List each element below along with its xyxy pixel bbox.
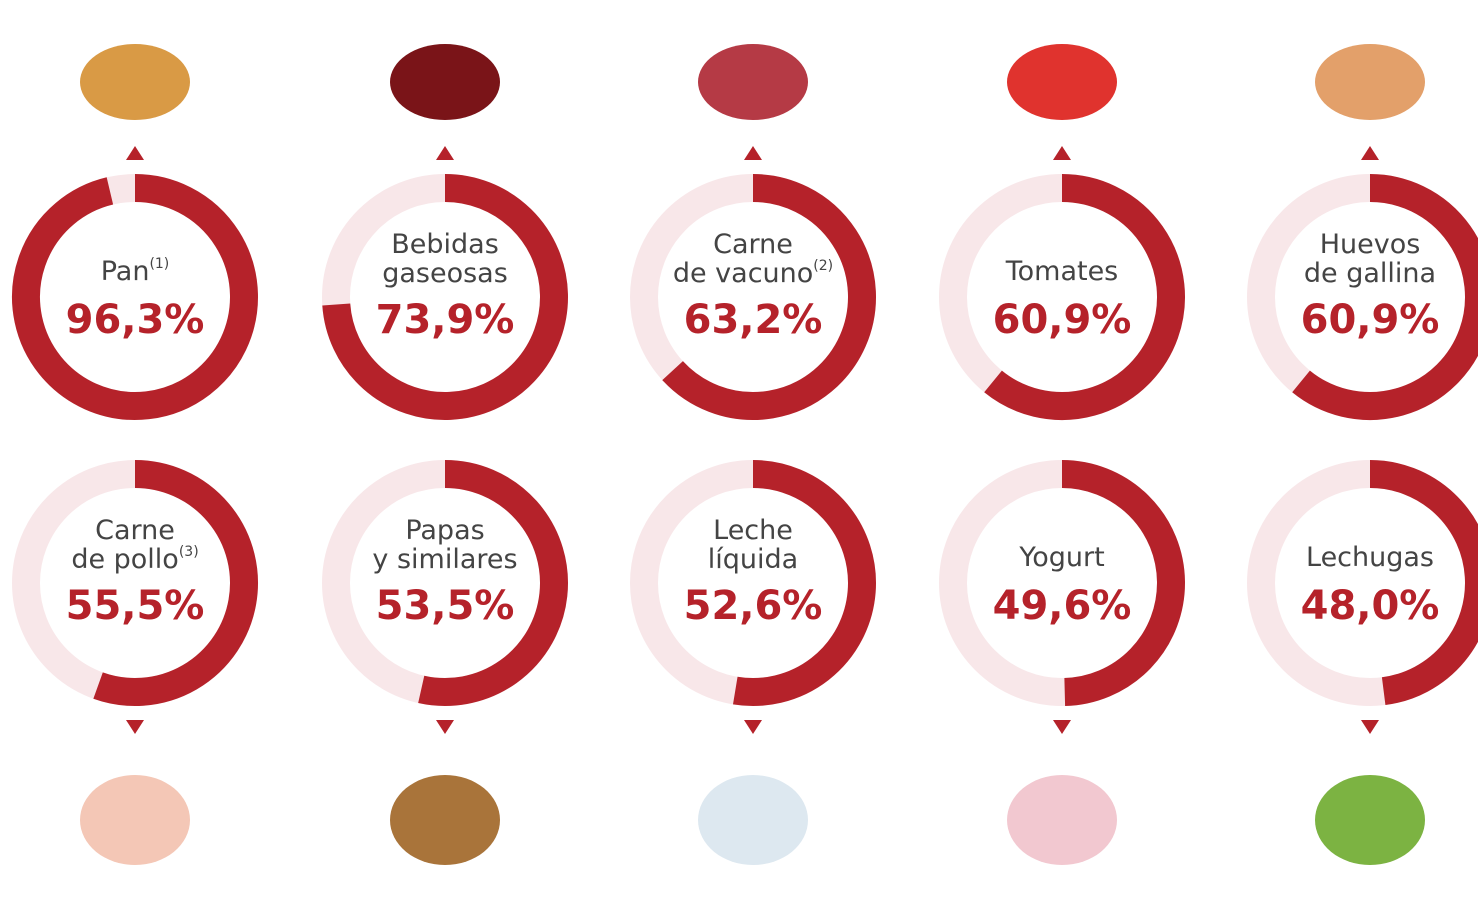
- footnote-mark: (1): [149, 256, 169, 272]
- donut-chart: Tomates 60,9%: [953, 44, 1171, 406]
- value-label: 73,9%: [376, 297, 515, 343]
- donut-label: de pollo(3): [71, 544, 198, 575]
- food-icon: [1315, 775, 1425, 865]
- value-label: 55,5%: [66, 583, 205, 629]
- label-line: Leche: [713, 515, 793, 546]
- label-line: Pan: [101, 256, 150, 287]
- donut-chart: Pan(1) 96,3%: [26, 44, 244, 406]
- food-icon: [698, 44, 808, 120]
- donut-label: Lechugas: [1306, 542, 1434, 573]
- value-label: 48,0%: [1301, 583, 1440, 629]
- value-label: 63,2%: [684, 297, 823, 343]
- pointer: [744, 720, 762, 734]
- food-icon: [80, 775, 190, 865]
- food-icon: [390, 44, 500, 120]
- label-line: líquida: [708, 544, 798, 575]
- donut-label: Tomates: [1005, 256, 1119, 287]
- donut-label: de gallina: [1304, 258, 1436, 289]
- donut-label: y similares: [372, 544, 517, 575]
- label-line: Papas: [405, 515, 484, 546]
- value-label: 60,9%: [1301, 297, 1440, 343]
- food-icon: [698, 775, 808, 865]
- label-line: Lechugas: [1306, 542, 1434, 573]
- donut-label: Pan(1): [101, 256, 170, 287]
- donut-label: Bebidas: [391, 229, 499, 260]
- label-line: Huevos: [1320, 229, 1421, 260]
- value-label: 96,3%: [66, 297, 205, 343]
- label-line: Yogurt: [1018, 542, 1104, 573]
- label-line: Tomates: [1005, 256, 1119, 287]
- donut-label: de vacuno(2): [673, 258, 833, 289]
- donut-label: líquida: [708, 544, 798, 575]
- donut-chart: Lechugas 48,0%: [1261, 474, 1478, 865]
- pointer: [126, 720, 144, 734]
- food-icon: [390, 775, 500, 865]
- donut-label: Leche: [713, 515, 793, 546]
- donut-label: Carne: [95, 515, 175, 546]
- footnote-mark: (3): [179, 544, 199, 560]
- food-icon: [1315, 44, 1425, 120]
- food-icon: [1007, 44, 1117, 120]
- food-icon: [1007, 775, 1117, 865]
- donut-chart: Yogurt 49,6%: [953, 474, 1171, 865]
- pointer: [126, 146, 144, 160]
- label-line: Bebidas: [391, 229, 499, 260]
- label-line: Carne: [95, 515, 175, 546]
- label-line: gaseosas: [382, 258, 508, 289]
- label-line: de vacuno: [673, 258, 813, 289]
- donut-label: Huevos: [1320, 229, 1421, 260]
- footnote-mark: (2): [813, 258, 833, 274]
- pointer: [1053, 146, 1071, 160]
- pointer: [1361, 720, 1379, 734]
- pointer: [436, 720, 454, 734]
- label-line: Carne: [713, 229, 793, 260]
- donut-label: Papas: [405, 515, 484, 546]
- donut-label: gaseosas: [382, 258, 508, 289]
- pointer: [436, 146, 454, 160]
- food-icon: [80, 44, 190, 120]
- value-label: 52,6%: [684, 583, 823, 629]
- infographic: Pan(1)96,3%Bebidasgaseosas73,9%Carnede v…: [0, 0, 1478, 904]
- pointer: [744, 146, 762, 160]
- label-line: y similares: [372, 544, 517, 575]
- value-label: 49,6%: [993, 583, 1132, 629]
- label-line: de gallina: [1304, 258, 1436, 289]
- donut-label: Yogurt: [1018, 542, 1104, 573]
- value-label: 53,5%: [376, 583, 515, 629]
- pointer: [1053, 720, 1071, 734]
- value-label: 60,9%: [993, 297, 1132, 343]
- pointer: [1361, 146, 1379, 160]
- donut-label: Carne: [713, 229, 793, 260]
- label-line: de pollo: [71, 544, 179, 575]
